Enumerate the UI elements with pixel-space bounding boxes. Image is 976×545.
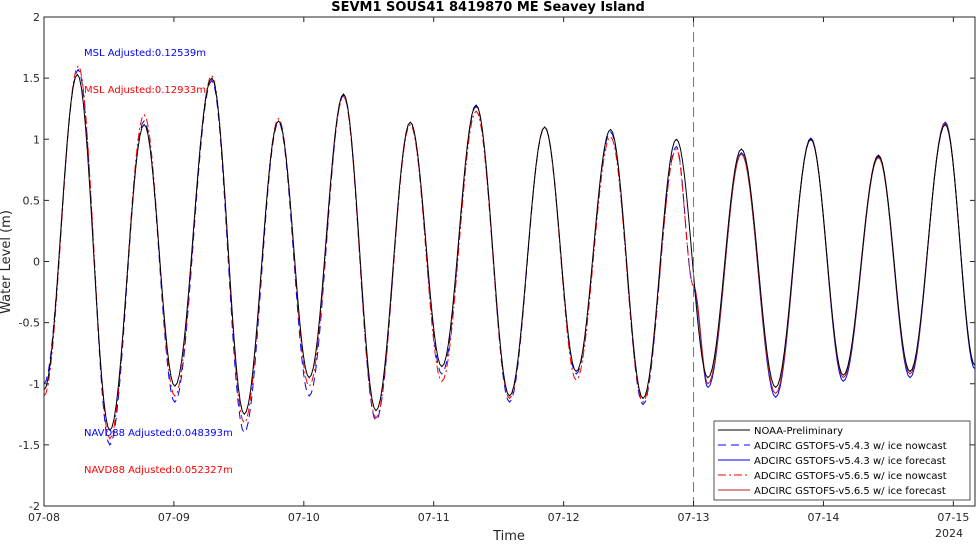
x-tick-label: 07-09 <box>158 511 190 524</box>
x-tick-label: 07-11 <box>418 511 450 524</box>
y-tick-label: -1.5 <box>19 439 40 452</box>
y-tick-label: 1.5 <box>23 72 41 85</box>
y-tick-label: 0 <box>33 256 40 269</box>
tick-layer: 07-08 07-09 07-10 07-11 07-12 07-13 07-14 07-15… <box>19 11 975 524</box>
x-axis-label: Time <box>492 529 525 541</box>
annotation-navd88-v543: NAVD88 Adjusted:0.048393m <box>84 428 233 439</box>
x-tick-label: 07-10 <box>288 511 320 524</box>
legend: NOAA-Preliminary ADCIRC GSTOFS-v5.4.3 w/… <box>713 420 971 501</box>
legend-label-v565-forecast: ADCIRC GSTOFS-v5.6.5 w/ ice forecast <box>754 486 946 497</box>
annotation-msl-v565: MSL Adjusted:0.12933m <box>84 85 206 96</box>
series-layer <box>43 64 976 446</box>
y-tick-label: -1 <box>29 378 40 391</box>
x-tick-label: 07-13 <box>678 511 710 524</box>
y-tick-label: -0.5 <box>19 317 40 330</box>
series-line-noaa-preliminary <box>43 73 976 432</box>
y-tick-label: 2 <box>33 11 40 24</box>
legend-box <box>713 420 971 501</box>
legend-label-noaa: NOAA-Preliminary <box>754 426 843 437</box>
legend-label-v565-nowcast: ADCIRC GSTOFS-v5.6.5 w/ ice nowcast <box>754 471 947 482</box>
x-tick-label: 07-15 <box>937 511 969 524</box>
x-tick-year: 2024 <box>935 527 963 540</box>
y-tick-label: -2 <box>29 500 40 513</box>
y-axis-label: Water Level (m) <box>0 210 14 314</box>
legend-label-v543-nowcast: ADCIRC GSTOFS-v5.4.3 w/ ice nowcast <box>754 441 947 452</box>
x-tick-label: 07-08 <box>28 511 60 524</box>
x-tick-label: 07-14 <box>807 511 839 524</box>
y-tick-label: 1 <box>33 133 40 146</box>
annotation-navd88-v565: NAVD88 Adjusted:0.052327m <box>84 465 233 476</box>
y-tick-label: 0.5 <box>23 194 41 207</box>
annotation-msl-v543: MSL Adjusted:0.12539m <box>84 48 206 59</box>
chart-title: SEVM1 SOUS41 8419870 ME Seavey Island <box>331 0 645 15</box>
x-tick-label: 07-12 <box>548 511 580 524</box>
legend-label-v543-forecast: ADCIRC GSTOFS-v5.4.3 w/ ice forecast <box>754 456 946 467</box>
